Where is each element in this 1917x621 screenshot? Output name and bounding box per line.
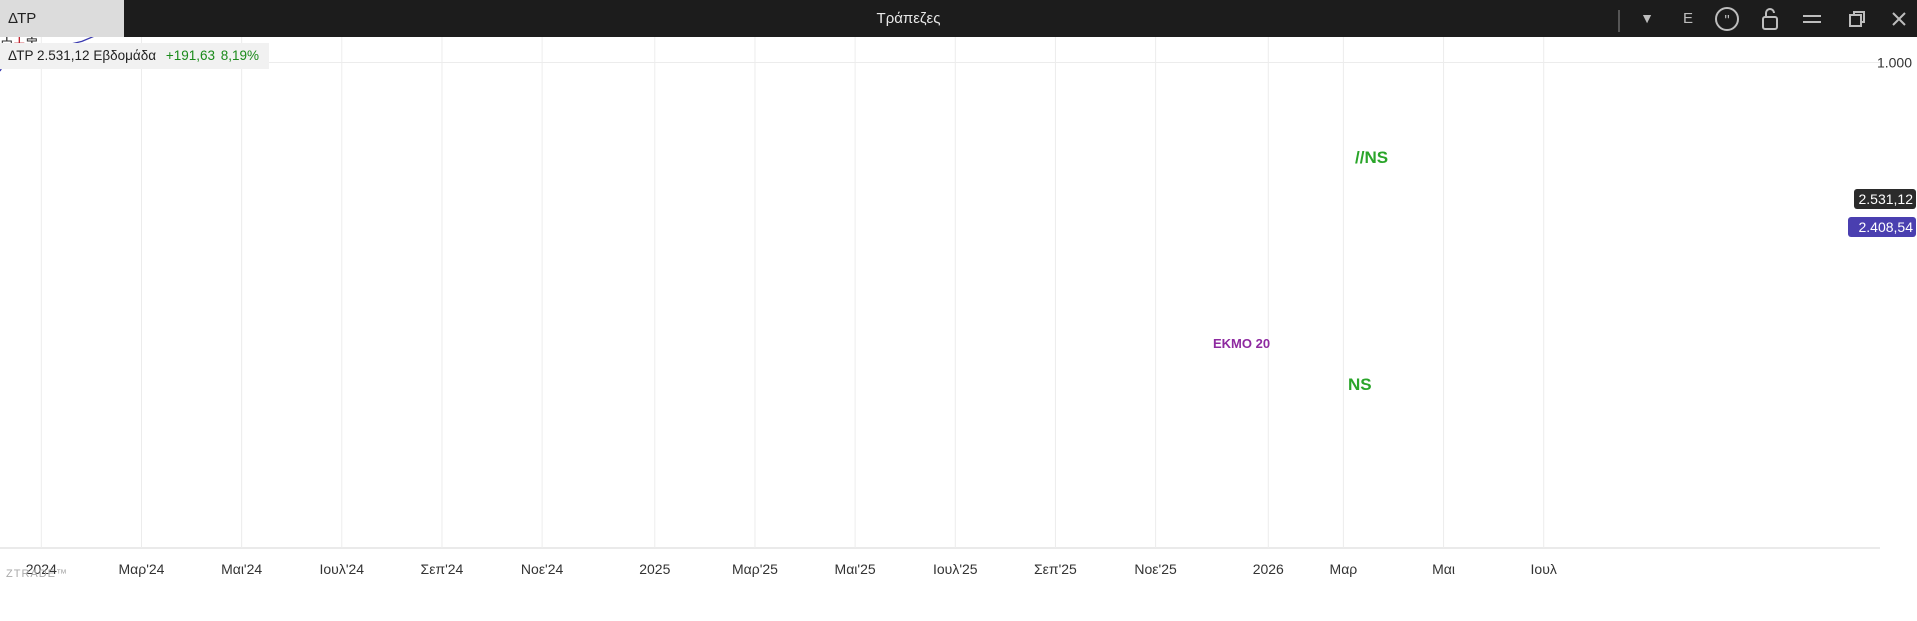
restore-icon[interactable] bbox=[1842, 0, 1872, 37]
ma-value-label: 2.408,54 bbox=[1859, 219, 1914, 235]
x-tick-label: Μαι'25 bbox=[835, 561, 876, 577]
x-tick-label: Μαι'24 bbox=[221, 561, 262, 577]
info-period: Εβδομάδα bbox=[93, 48, 157, 63]
ma-value-tag: 2.408,54 bbox=[1848, 217, 1916, 237]
info-change: +191,63 bbox=[165, 48, 215, 63]
minimize-icon[interactable] bbox=[1797, 0, 1827, 37]
title-bar: ΔΤΡ Τράπεζες ▼ E " bbox=[0, 0, 1917, 37]
x-tick-label: Μαι bbox=[1432, 561, 1455, 577]
x-tick-label: 2025 bbox=[639, 561, 670, 577]
info-symbol: ΔΤΡ bbox=[8, 48, 34, 63]
menu-e-button[interactable]: E bbox=[1682, 10, 1693, 27]
info-price: 2.531,12 bbox=[37, 48, 90, 63]
x-tick-label: 2026 bbox=[1253, 561, 1284, 577]
x-axis: 2024 Μαρ'24 Μαι'24 Ιουλ'24 Σεπ'24 Νοε'24 2025 Μ… bbox=[26, 561, 1557, 577]
y-axis: 3.0002.7502.5002.2502.0001.7501.5001.250… bbox=[1877, 55, 1912, 71]
svg-text:": " bbox=[1724, 12, 1729, 29]
last-price-label: 2.531,12 bbox=[1859, 191, 1914, 207]
info-change-pct: 8,19% bbox=[220, 48, 260, 63]
quote-icon[interactable]: " bbox=[1712, 0, 1742, 37]
x-tick-label: Σεπ'25 bbox=[1034, 561, 1077, 577]
x-tick-label: Ιουλ'24 bbox=[320, 561, 365, 577]
info-bar: ΔΤΡ 2.531,12 Εβδομάδα +191,63 8,19% bbox=[0, 43, 270, 69]
x-tick-label: 2024 bbox=[26, 561, 57, 577]
x-tick-label: Μαρ'24 bbox=[118, 561, 164, 577]
trend-upper-label: //NS bbox=[1355, 148, 1388, 167]
price-chart[interactable]: 0%38.2%50%61.8%76.4%100% 100%76.4%61.8%5… bbox=[0, 37, 1917, 621]
watermark: ZTRADE™ bbox=[6, 568, 68, 580]
x-tick-label: Μαρ bbox=[1330, 561, 1358, 577]
x-tick-label: Ιουλ'25 bbox=[933, 561, 978, 577]
last-price-tag: 2.531,12 bbox=[1854, 189, 1916, 209]
toolbar-divider bbox=[1618, 10, 1620, 32]
symbol-tab[interactable]: ΔΤΡ bbox=[0, 0, 124, 37]
window-title: Τράπεζες bbox=[876, 10, 941, 27]
x-tick-label: Μαρ'25 bbox=[732, 561, 778, 577]
x-tick-label: Νοε'25 bbox=[1134, 561, 1177, 577]
close-icon[interactable] bbox=[1884, 0, 1914, 37]
x-tick-label: Ιουλ bbox=[1531, 561, 1557, 577]
chevron-down-icon[interactable]: ▼ bbox=[1640, 10, 1654, 26]
lock-icon[interactable] bbox=[1755, 0, 1785, 37]
candle[interactable] bbox=[26, 38, 37, 42]
x-tick-label: Σεπ'24 bbox=[421, 561, 464, 577]
y-tick-label: 1.000 bbox=[1877, 55, 1912, 71]
trend-lower-label: NS bbox=[1348, 375, 1372, 394]
x-tick-label: Νοε'24 bbox=[521, 561, 564, 577]
ma-name-label: ΕΚΜΟ 20 bbox=[1213, 336, 1270, 351]
chart-grid bbox=[0, 37, 1880, 549]
